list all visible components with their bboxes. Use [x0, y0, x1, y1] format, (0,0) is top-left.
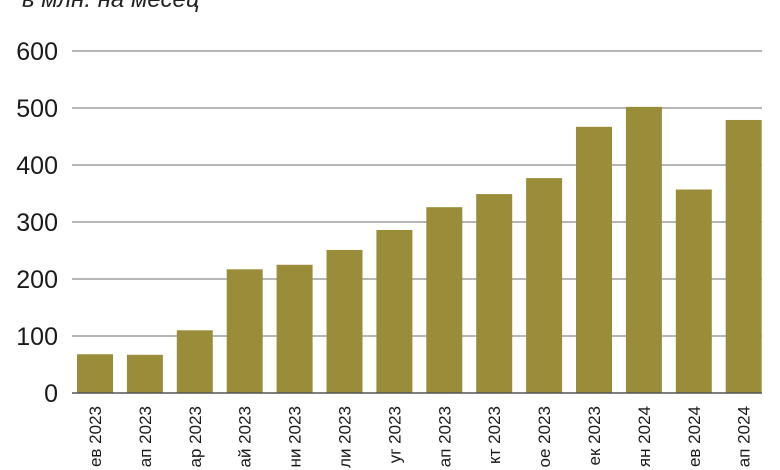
- x-tick-label: уг 2023: [385, 406, 404, 463]
- y-tick-label: 500: [16, 95, 58, 123]
- y-tick-label: 100: [16, 323, 58, 351]
- x-tick-label: ай 2023: [236, 406, 255, 468]
- x-axis-ticks: ев 2023 ап 2023 ар 2023 ай 2023 ни 2023 ли 20…: [86, 406, 754, 468]
- x-tick-label: ап 2023: [136, 406, 155, 467]
- x-tick-label: ев 2023: [86, 406, 105, 467]
- bar: [126, 354, 163, 393]
- y-tick-label: 400: [16, 152, 58, 180]
- y-tick-label: 300: [16, 209, 58, 237]
- bar: [576, 126, 612, 393]
- y-tick-label: 200: [16, 266, 58, 294]
- chart-title: в млн. на месец: [22, 0, 200, 14]
- x-tick-label: ап 2024: [735, 406, 754, 467]
- bar: [426, 207, 463, 393]
- x-tick-label: ян 2024: [635, 406, 654, 467]
- bar: [725, 119, 762, 393]
- x-tick-label: ое 2023: [535, 406, 554, 467]
- bar: [675, 189, 712, 393]
- x-tick-label: ап 2023: [435, 406, 454, 467]
- y-axis-ticks: 0 100 200 300 400 500 600: [16, 38, 58, 408]
- x-tick-label: ек 2023: [585, 406, 604, 465]
- x-tick-label: кт 2023: [485, 406, 504, 464]
- x-tick-label: ли 2023: [336, 406, 355, 468]
- bar: [176, 330, 213, 393]
- y-tick-label: 0: [44, 380, 58, 408]
- bars: [77, 106, 762, 394]
- y-tick-label: 600: [16, 38, 58, 66]
- bar: [326, 249, 363, 393]
- x-tick-label: ни 2023: [286, 406, 305, 467]
- bar: [276, 264, 313, 393]
- bar: [77, 354, 113, 393]
- bar: [226, 269, 263, 393]
- x-tick-label: ар 2023: [186, 406, 205, 467]
- bar: [376, 229, 413, 393]
- x-tick-label: ев 2024: [685, 406, 704, 467]
- bar: [476, 194, 513, 393]
- bar: [625, 106, 662, 394]
- bar: [526, 178, 563, 393]
